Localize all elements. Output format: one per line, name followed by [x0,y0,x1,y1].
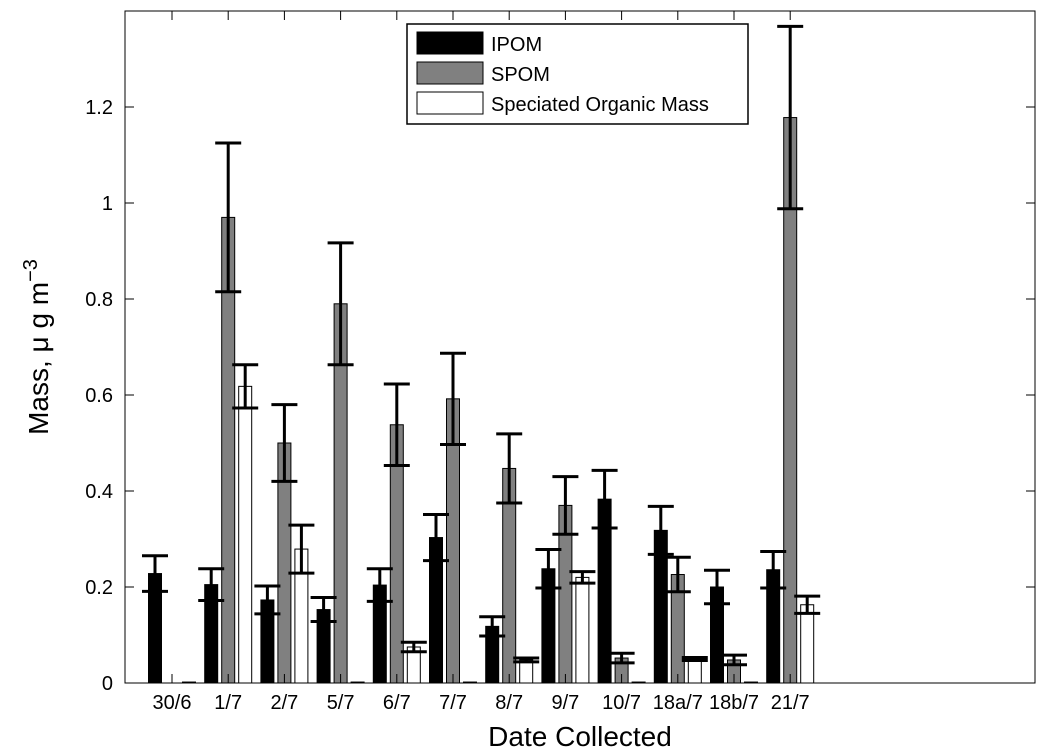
x-tick-label: 10/7 [602,692,641,714]
x-tick-label: 5/7 [327,692,355,714]
legend-swatch [416,91,484,115]
bars-layer [148,117,815,684]
x-tick-label: 2/7 [270,692,298,714]
legend-label: Speciated Organic Mass [491,94,709,116]
x-axis: 30/6 1/7 2/7 5/7 6/7 7/7 8/7 9/7 10/7 18a/7 18b/7 2… [153,11,810,714]
y-tick-label: 0.6 [85,385,113,407]
bar [238,385,253,684]
x-tick-label: 18b/7 [709,692,759,714]
x-tick-label: 21/7 [771,692,810,714]
legend-label: SPOM [491,64,550,86]
bar [687,658,702,684]
bar [575,576,590,684]
x-tick-label: 7/7 [439,692,467,714]
bar [519,659,534,684]
x-axis-label: Date Collected [488,721,672,751]
bar [800,604,815,684]
legend-label: IPOM [491,34,542,56]
legend: IPOM SPOM Speciated Organic Mass [406,23,749,125]
legend-swatch [416,61,484,85]
x-tick-label: 30/6 [153,692,192,714]
y-tick-label: 0.2 [85,577,113,599]
y-axis-label-superscript: −3 [20,259,42,282]
error-bars-layer [142,24,821,667]
x-tick-label: 18a/7 [653,692,703,714]
y-tick-label: 0.8 [85,289,113,311]
x-tick-label: 8/7 [495,692,523,714]
y-axis-label-main: Mass, μ g m [23,282,54,435]
legend-swatch [416,31,484,55]
y-tick-label: 1.2 [85,97,113,119]
plot-frame [124,10,1036,684]
y-tick-label: 0 [102,673,113,695]
x-tick-label: 9/7 [551,692,579,714]
x-tick-label: 6/7 [383,692,411,714]
y-tick-label: 1 [102,193,113,215]
y-tick-label: 0.4 [85,481,113,503]
y-axis-label: Mass, μ g m−3 [20,259,54,435]
x-tick-label: 1/7 [214,692,242,714]
y-axis: 0 0.2 0.4 0.6 0.8 1 1.2 [85,97,1035,695]
